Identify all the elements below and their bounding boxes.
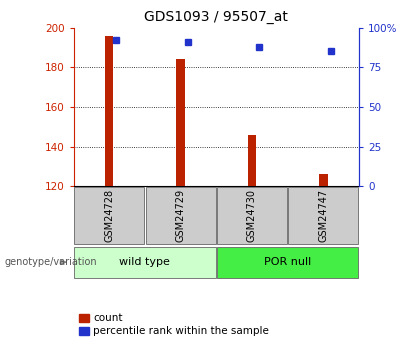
FancyBboxPatch shape [74, 187, 144, 244]
FancyBboxPatch shape [289, 187, 358, 244]
Text: wild type: wild type [119, 257, 171, 266]
FancyBboxPatch shape [217, 247, 358, 278]
FancyBboxPatch shape [74, 247, 215, 278]
Bar [319, 174, 328, 186]
Bar [176, 59, 185, 186]
Bar [248, 135, 256, 186]
Title: GDS1093 / 95507_at: GDS1093 / 95507_at [144, 10, 288, 24]
FancyBboxPatch shape [146, 187, 215, 244]
Text: POR null: POR null [264, 257, 311, 266]
Text: GSM24728: GSM24728 [104, 189, 114, 242]
Text: GSM24730: GSM24730 [247, 189, 257, 242]
Text: GSM24747: GSM24747 [318, 189, 328, 242]
Text: GSM24729: GSM24729 [176, 189, 186, 242]
Text: genotype/variation: genotype/variation [4, 257, 97, 267]
Bar [105, 36, 113, 186]
FancyBboxPatch shape [217, 187, 287, 244]
Legend: count, percentile rank within the sample: count, percentile rank within the sample [79, 313, 269, 336]
